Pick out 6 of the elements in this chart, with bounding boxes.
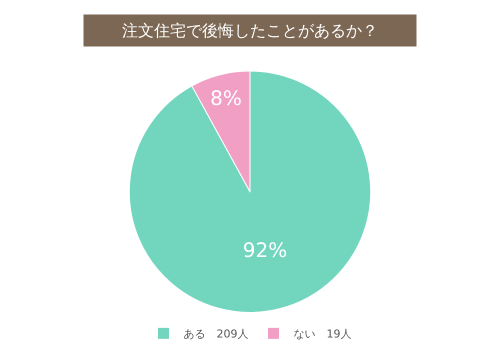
legend-label: ない 19人 <box>294 328 352 341</box>
data-label: 8% <box>210 86 242 110</box>
legend-label: ある 209人 <box>184 328 248 341</box>
chart-title: 注文住宅で後悔したことがあるか？ <box>122 21 378 40</box>
data-label: 92% <box>242 238 288 262</box>
pie-slice <box>128 70 372 313</box>
